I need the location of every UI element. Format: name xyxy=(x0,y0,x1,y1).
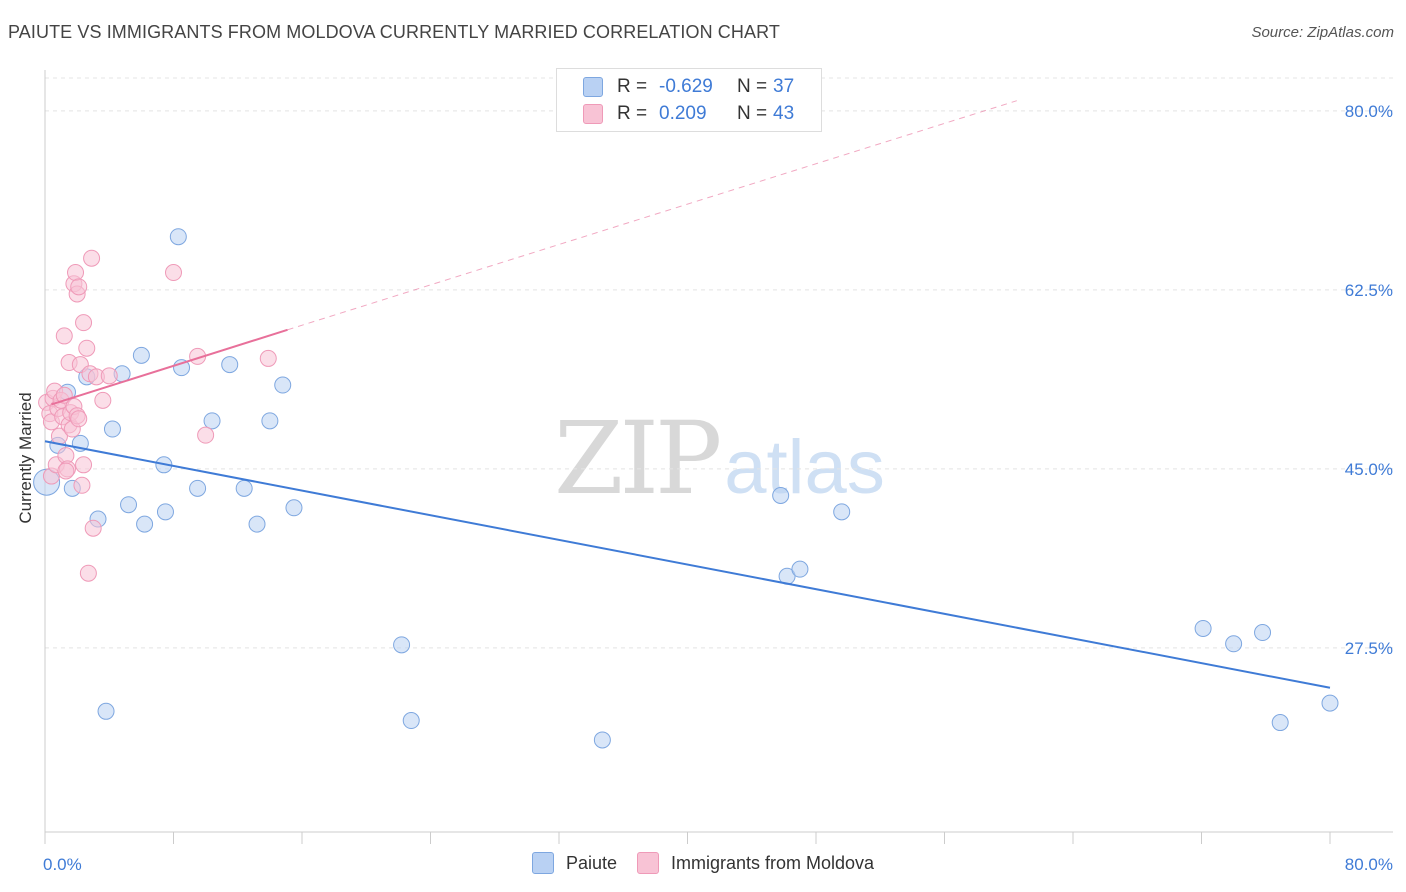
legend-r-value: 0.209 xyxy=(659,103,707,124)
legend-row-paiute: R = -0.629 N = 37 xyxy=(557,73,794,101)
legend-swatch-moldova xyxy=(636,852,659,874)
legend-item-paiute[interactable]: Paiute xyxy=(531,852,617,874)
legend-r-value: -0.629 xyxy=(659,76,713,97)
data-point-moldova xyxy=(197,426,215,444)
data-point-paiute xyxy=(97,702,115,720)
source-label: Source: ZipAtlas.com xyxy=(1251,24,1394,41)
data-point-moldova xyxy=(70,278,88,296)
data-point-paiute xyxy=(791,560,809,578)
chart-title: PAIUTE VS IMMIGRANTS FROM MOLDOVA CURREN… xyxy=(8,22,780,42)
legend-r-label: R = xyxy=(617,103,648,124)
data-point-paiute xyxy=(1194,619,1212,637)
y-tick-label: 27.5% xyxy=(1345,639,1393,658)
legend-r-label: R = xyxy=(617,76,648,97)
trend-line-moldova-extended xyxy=(287,100,1017,331)
legend-item-moldova[interactable]: Immigrants from Moldova xyxy=(636,852,875,874)
data-point-paiute xyxy=(248,515,266,533)
correlation-legend: R = -0.629 N = 37 R = 0.209 N = 43 xyxy=(556,68,822,132)
data-point-paiute xyxy=(274,376,292,394)
data-point-moldova xyxy=(70,410,88,428)
legend-swatch-paiute xyxy=(583,77,603,97)
legend-swatch-paiute xyxy=(531,852,554,874)
legend-n-value: 43 xyxy=(773,103,795,124)
legend-label-paiute: Paiute xyxy=(565,852,617,873)
data-point-paiute xyxy=(235,479,253,497)
legend-row-moldova: R = 0.209 N = 43 xyxy=(557,100,794,128)
legend-label-moldova: Immigrants from Moldova xyxy=(670,852,875,873)
data-point-paiute xyxy=(833,503,851,521)
y-tick-label: 80.0% xyxy=(1345,102,1393,121)
x-tick-label: 0.0% xyxy=(43,855,82,874)
data-point-moldova xyxy=(55,327,73,345)
data-point-paiute xyxy=(136,515,154,533)
data-point-paiute xyxy=(1271,714,1289,732)
data-point-paiute xyxy=(203,412,221,430)
data-point-moldova xyxy=(78,339,96,357)
data-point-paiute xyxy=(156,503,174,521)
data-point-paiute xyxy=(1321,694,1339,712)
data-point-paiute xyxy=(261,412,279,430)
data-point-moldova xyxy=(57,462,75,480)
legend-n-value: 37 xyxy=(773,76,795,97)
data-point-moldova xyxy=(67,264,85,282)
legend-n-label: N = xyxy=(737,103,768,124)
data-point-paiute xyxy=(120,496,138,514)
y-tick-label: 62.5% xyxy=(1345,281,1393,300)
y-tick-label: 45.0% xyxy=(1345,460,1393,479)
data-point-moldova xyxy=(75,314,93,332)
legend-swatch-moldova xyxy=(583,104,603,124)
data-point-paiute xyxy=(402,712,420,730)
data-point-paiute xyxy=(103,420,121,438)
data-point-moldova xyxy=(75,456,93,474)
data-point-moldova xyxy=(165,264,182,282)
data-point-paiute xyxy=(132,346,150,364)
data-point-moldova xyxy=(259,349,277,367)
data-point-paiute xyxy=(189,479,207,497)
x-tick-label: 80.0% xyxy=(1345,855,1393,874)
trend-line-moldova xyxy=(51,328,288,406)
data-point-moldova xyxy=(83,249,101,267)
data-point-paiute xyxy=(285,499,303,517)
data-point-moldova xyxy=(79,564,97,582)
data-point-paiute xyxy=(393,636,411,654)
data-point-paiute xyxy=(1254,624,1272,642)
y-axis-label: Currently Married xyxy=(16,392,35,524)
data-point-paiute xyxy=(593,731,611,749)
legend-n-label: N = xyxy=(737,76,768,97)
data-point-paiute xyxy=(169,228,187,246)
trend-line-paiute xyxy=(44,440,1331,689)
data-point-paiute xyxy=(221,356,239,374)
data-point-moldova xyxy=(94,391,112,409)
data-point-moldova xyxy=(100,367,118,385)
data-point-paiute xyxy=(1225,635,1243,653)
data-point-moldova xyxy=(84,519,102,537)
series-legend: Paiute Immigrants from Moldova xyxy=(0,852,1406,874)
data-point-paiute xyxy=(772,486,790,504)
data-point-moldova xyxy=(73,476,91,494)
